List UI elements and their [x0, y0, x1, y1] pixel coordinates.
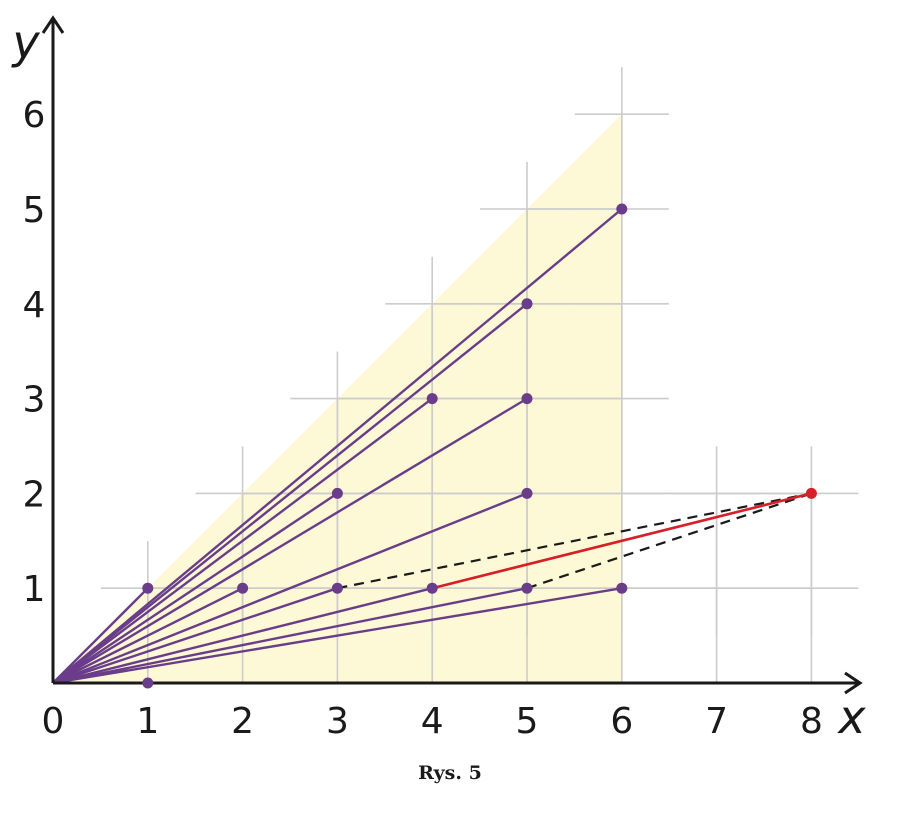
red-point [805, 487, 817, 499]
ray-line [52, 397, 528, 685]
ray-line [52, 492, 339, 684]
y-axis-arrow [41, 15, 65, 34]
lattice-point [521, 582, 533, 594]
ray-line [52, 587, 244, 685]
x-tick-label: 1 [136, 701, 159, 742]
x-tick-label: 5 [516, 701, 539, 742]
lattice-point [142, 582, 154, 594]
y-tick-label: 1 [23, 569, 46, 610]
ray-layer [52, 208, 623, 685]
lattice-point [616, 203, 628, 215]
x-axis-label: x [836, 690, 866, 744]
lattice-point [521, 487, 533, 499]
y-tick-label: 2 [23, 474, 46, 515]
shaded-region [53, 114, 622, 683]
ray-line [52, 587, 528, 685]
lattice-point [331, 582, 343, 594]
x-axis-arrow [844, 671, 863, 695]
dashed-segment [337, 492, 812, 590]
x-tick-label: 2 [231, 701, 254, 742]
ray-line [52, 492, 528, 685]
x-tick-label: 3 [326, 701, 349, 742]
y-tick-label: 6 [23, 95, 46, 136]
ray-line [52, 397, 433, 684]
ray-line [52, 208, 623, 684]
lattice-point [426, 582, 438, 594]
lattice-point [142, 677, 154, 689]
lattice-point [331, 487, 343, 499]
axes [41, 15, 863, 695]
lattice-point [521, 298, 533, 310]
x-tick-label: 0 [42, 701, 65, 742]
figure-caption: Rys. 5 [418, 762, 482, 784]
x-tick-label: 6 [610, 701, 633, 742]
ray-line [52, 587, 149, 684]
lattice-point [521, 393, 533, 405]
lattice-point [426, 393, 438, 405]
lattice-point [237, 582, 249, 594]
x-tick-label: 8 [800, 701, 823, 742]
dashed-layer [337, 492, 812, 590]
red-layer [431, 492, 812, 590]
ray-line [52, 587, 622, 685]
ray-line [52, 302, 528, 684]
red-segment [431, 492, 812, 590]
ray-line [52, 587, 433, 685]
point-layer [142, 203, 817, 689]
y-axis-label: y [10, 15, 40, 69]
ray-line [52, 587, 338, 685]
lattice-point [616, 582, 628, 594]
tick-label-layer: 0 1 2 3 4 5 6 7 8 1 2 3 4 5 6 x y [10, 15, 866, 744]
y-tick-label: 3 [23, 380, 46, 421]
y-tick-label: 4 [23, 285, 46, 326]
x-tick-label: 7 [705, 701, 728, 742]
x-tick-label: 4 [421, 701, 444, 742]
shaded-triangle-layer [53, 114, 622, 683]
y-tick-label: 5 [23, 190, 46, 231]
